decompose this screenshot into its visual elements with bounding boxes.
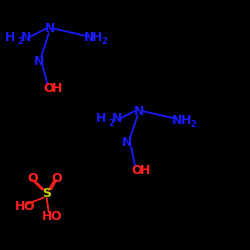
Text: N: N (21, 31, 32, 44)
Text: O: O (23, 200, 34, 213)
Text: H: H (96, 112, 106, 125)
Text: O: O (27, 172, 38, 185)
Text: S: S (42, 187, 51, 200)
Text: N: N (112, 112, 123, 125)
Text: H: H (92, 31, 102, 44)
Text: N: N (172, 114, 183, 126)
Text: 2: 2 (108, 119, 114, 128)
Text: H: H (180, 114, 191, 126)
Text: H: H (52, 82, 63, 95)
Text: N: N (84, 31, 94, 44)
Text: O: O (51, 172, 62, 185)
Text: H: H (15, 200, 25, 213)
Text: H: H (140, 164, 150, 177)
Text: N: N (34, 55, 44, 68)
Text: 2: 2 (101, 38, 107, 46)
Text: N: N (122, 136, 133, 149)
Text: 2: 2 (17, 38, 23, 46)
Text: 2: 2 (190, 120, 196, 129)
Text: H: H (42, 210, 53, 223)
Text: O: O (50, 210, 61, 223)
Text: N: N (45, 22, 55, 35)
Text: H: H (5, 31, 15, 44)
Text: O: O (131, 164, 141, 177)
Text: O: O (44, 82, 54, 95)
Text: N: N (134, 105, 144, 118)
